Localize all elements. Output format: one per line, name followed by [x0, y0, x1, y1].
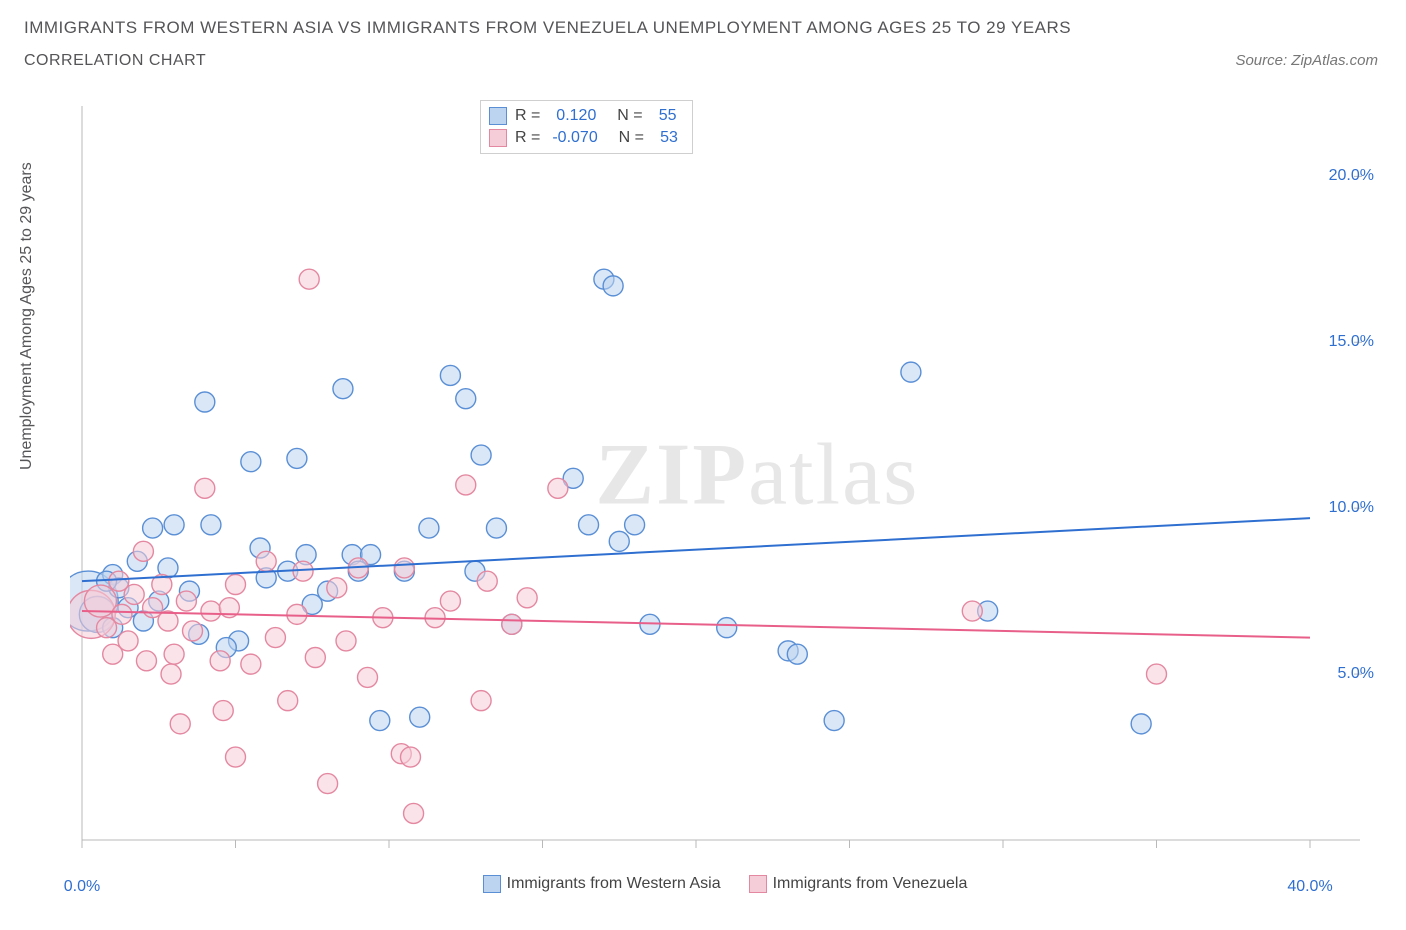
stat-r-label: R =: [515, 105, 540, 127]
data-point: [579, 515, 599, 535]
legend-item: Immigrants from Venezuela: [749, 875, 968, 893]
data-point: [717, 618, 737, 638]
y-tick-label: 10.0%: [1329, 499, 1374, 517]
data-point: [962, 601, 982, 621]
data-point: [625, 515, 645, 535]
stat-r-value: 0.120: [548, 105, 600, 127]
series-legend: Immigrants from Western Asia Immigrants f…: [70, 875, 1380, 898]
title-line-1: IMMIGRANTS FROM WESTERN ASIA VS IMMIGRAN…: [24, 18, 1406, 38]
y-tick-label: 5.0%: [1338, 665, 1374, 683]
stat-r-label: R =: [515, 127, 540, 149]
data-point: [440, 365, 460, 385]
data-point: [278, 691, 298, 711]
data-point: [133, 541, 153, 561]
data-point: [318, 774, 338, 794]
data-point: [201, 515, 221, 535]
data-point: [410, 707, 430, 727]
stat-n-label: N =: [610, 127, 644, 149]
chart-title-block: IMMIGRANTS FROM WESTERN ASIA VS IMMIGRAN…: [0, 0, 1406, 70]
data-point: [161, 664, 181, 684]
y-axis-label: Unemployment Among Ages 25 to 29 years: [18, 162, 36, 470]
data-point: [502, 614, 522, 634]
data-point: [471, 691, 491, 711]
data-point: [195, 478, 215, 498]
data-point: [170, 714, 190, 734]
data-point: [548, 478, 568, 498]
legend-label: Immigrants from Western Asia: [507, 875, 721, 893]
data-point: [824, 711, 844, 731]
data-point: [471, 445, 491, 465]
data-point: [287, 448, 307, 468]
data-point: [183, 621, 203, 641]
data-point: [400, 747, 420, 767]
title-line-2: CORRELATION CHART: [24, 52, 1406, 70]
legend-swatch-icon: [483, 875, 501, 893]
data-point: [517, 588, 537, 608]
stat-row: R = -0.070 N = 53: [489, 127, 682, 149]
data-point: [440, 591, 460, 611]
data-point: [176, 591, 196, 611]
stat-n-label: N =: [608, 105, 642, 127]
data-point: [241, 452, 261, 472]
data-point: [419, 518, 439, 538]
chart-plot-area: R =0.120 N =55R =-0.070 N =53 ZIPatlas 5…: [70, 100, 1380, 870]
data-point: [456, 475, 476, 495]
data-point: [287, 604, 307, 624]
data-point: [486, 518, 506, 538]
data-point: [226, 747, 246, 767]
data-point: [456, 389, 476, 409]
data-point: [195, 392, 215, 412]
data-point: [143, 518, 163, 538]
data-point: [299, 269, 319, 289]
data-point: [112, 604, 132, 624]
legend-swatch-icon: [489, 129, 507, 147]
data-point: [336, 631, 356, 651]
data-point: [164, 644, 184, 664]
legend-item: Immigrants from Western Asia: [483, 875, 721, 893]
stat-n-value: 55: [651, 105, 681, 127]
data-point: [333, 379, 353, 399]
data-point: [164, 515, 184, 535]
legend-label: Immigrants from Venezuela: [773, 875, 968, 893]
data-point: [118, 631, 138, 651]
stat-n-value: 53: [652, 127, 682, 149]
data-point: [226, 575, 246, 595]
stat-row: R = 0.120 N = 55: [489, 105, 682, 127]
data-point: [404, 803, 424, 823]
source-attribution: Source: ZipAtlas.com: [1235, 52, 1378, 69]
stat-r-value: -0.070: [548, 127, 601, 149]
data-point: [256, 551, 276, 571]
data-point: [265, 628, 285, 648]
data-point: [603, 276, 623, 296]
data-point: [787, 644, 807, 664]
data-point: [201, 601, 221, 621]
data-point: [136, 651, 156, 671]
legend-swatch-icon: [489, 107, 507, 125]
legend-swatch-icon: [749, 875, 767, 893]
data-point: [213, 701, 233, 721]
data-point: [394, 558, 414, 578]
data-point: [124, 584, 144, 604]
data-point: [241, 654, 261, 674]
y-tick-label: 20.0%: [1329, 167, 1374, 185]
data-point: [305, 648, 325, 668]
correlation-stats-legend: R = 0.120 N = 55 R = -0.070 N = 53: [480, 100, 693, 154]
data-point: [477, 571, 497, 591]
data-point: [1147, 664, 1167, 684]
data-point: [609, 531, 629, 551]
data-point: [210, 651, 230, 671]
data-point: [358, 667, 378, 687]
data-point: [370, 711, 390, 731]
data-point: [327, 578, 347, 598]
data-point: [293, 561, 313, 581]
y-tick-label: 15.0%: [1329, 333, 1374, 351]
data-point: [1131, 714, 1151, 734]
scatter-chart-svg: [70, 100, 1380, 870]
data-point: [901, 362, 921, 382]
